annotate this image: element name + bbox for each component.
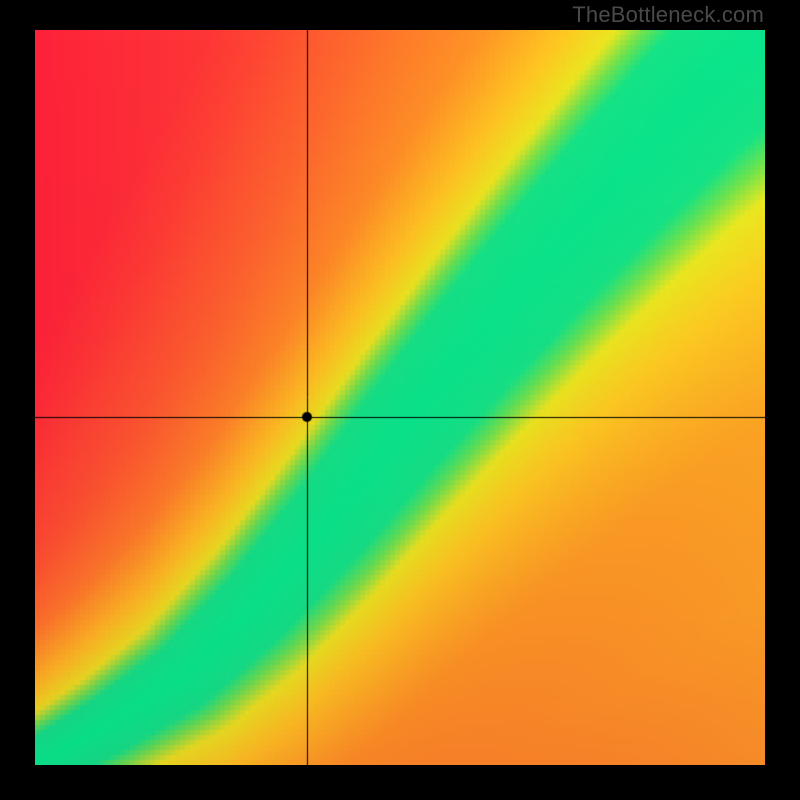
chart-container: { "global": { "image_width": 800, "image… [0,0,800,800]
bottleneck-heatmap [35,30,765,765]
watermark-text: TheBottleneck.com [572,2,764,28]
